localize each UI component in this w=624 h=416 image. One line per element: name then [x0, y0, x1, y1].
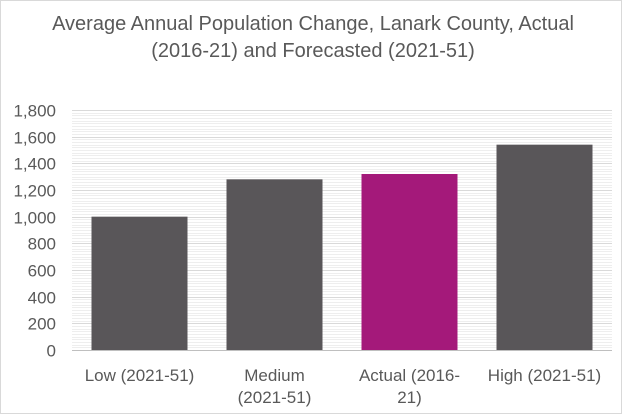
y-tick-label: 200	[28, 315, 56, 334]
x-tick-label: Actual (2016-	[359, 366, 460, 385]
y-tick-label: 800	[28, 235, 56, 254]
y-tick-label: 600	[28, 262, 56, 281]
bar	[496, 144, 593, 350]
x-tick-label: Medium	[244, 366, 304, 385]
y-tick-label: 1,200	[13, 182, 56, 201]
x-tick-label: (2021-51)	[238, 388, 312, 407]
y-tick-label: 0	[47, 342, 56, 361]
y-tick-label: 400	[28, 289, 56, 308]
y-tick-label: 1,000	[13, 209, 56, 228]
bar	[226, 179, 323, 350]
chart-title: Average Annual Population Change, Lanark…	[52, 13, 574, 62]
y-tick-label: 1,600	[13, 129, 56, 148]
bar	[91, 216, 188, 350]
x-tick-label: High (2021-51)	[488, 366, 601, 385]
y-tick-label: 1,800	[13, 102, 56, 121]
x-tick-label: 21)	[397, 388, 422, 407]
bar	[361, 174, 458, 350]
x-tick-label: Low (2021-51)	[85, 366, 195, 385]
y-tick-label: 1,400	[13, 155, 56, 174]
